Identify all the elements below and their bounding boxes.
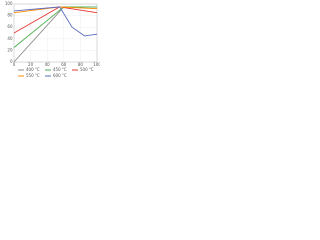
legend-label: 500 °C [80,67,94,72]
y-tick-label: 40 [7,36,13,41]
x-tick-label: 100 [93,62,100,67]
page: {"chart_data":{"type":"line", "xlim":[0,… [0,0,320,83]
y-tick-label: 60 [7,24,13,29]
x-tick-label: 60 [61,62,67,67]
y-tick-label: 0 [10,59,13,64]
x-tick-label: 80 [78,62,84,67]
legend-label: 400 °C [26,67,40,72]
y-tick-label: 80 [7,13,13,18]
y-tick-label: 20 [7,47,13,52]
legend-label: 600 °C [53,73,67,78]
y-tick-label: 100 [5,1,13,6]
x-tick-label: 0 [13,62,16,67]
line-series [13,6,98,37]
plot-area [13,3,98,63]
legend-label: 550 °C [26,73,40,78]
x-tick-label: 20 [28,62,34,67]
x-tick-label: 40 [45,62,51,67]
legend-label: 450 °C [53,67,67,72]
